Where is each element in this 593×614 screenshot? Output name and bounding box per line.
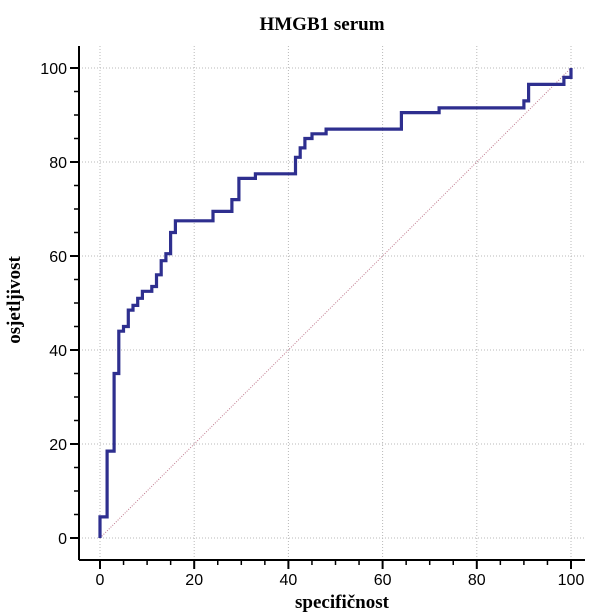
x-tick-label: 20 (185, 572, 203, 589)
x-tick-label: 80 (468, 572, 486, 589)
y-tick-label: 0 (58, 531, 67, 548)
y-tick-label: 80 (49, 155, 67, 172)
x-tick-label: 60 (374, 572, 392, 589)
x-tick-label: 100 (558, 572, 585, 589)
x-tick-label: 40 (280, 572, 298, 589)
chart-title: HMGB1 serum (259, 14, 384, 35)
x-axis-label: specifičnost (295, 592, 390, 613)
y-axis-label: osjetljivost (4, 256, 25, 344)
y-tick-label: 20 (49, 437, 67, 454)
reference-diagonal-line (99, 67, 572, 539)
x-tick-label: 0 (96, 572, 105, 589)
axes: 0 20 40 60 80 100 0 20 40 60 80 100 (40, 46, 585, 589)
roc-curve-line (98, 68, 573, 538)
roc-curve-layer (98, 68, 573, 538)
y-tick-label: 60 (49, 249, 67, 266)
y-tick-label: 100 (40, 61, 67, 78)
grid (79, 46, 585, 560)
reference-diagonal (99, 67, 572, 539)
y-tick-label: 40 (49, 343, 67, 360)
